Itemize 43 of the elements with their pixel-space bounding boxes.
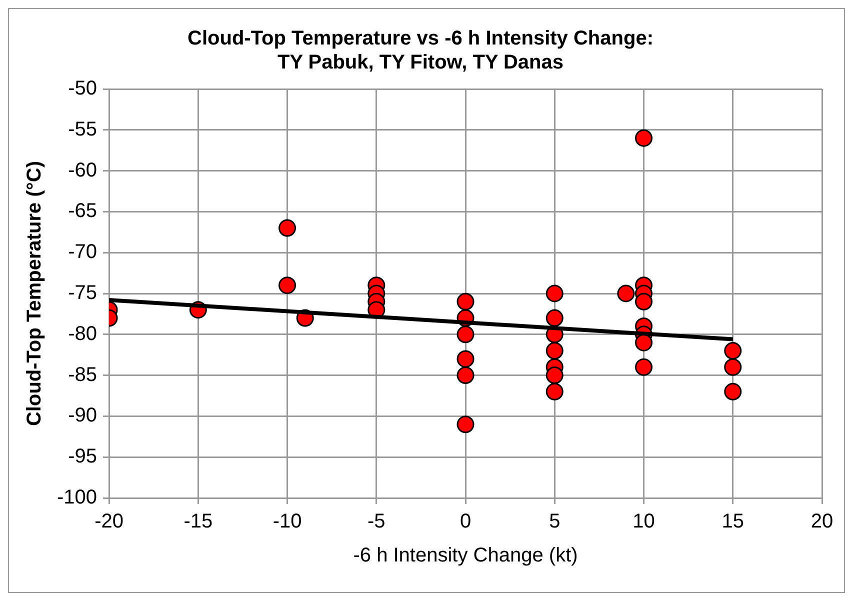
y-tick-label: -95 bbox=[68, 446, 98, 468]
point bbox=[278, 219, 296, 237]
x-tick-label: 0 bbox=[460, 510, 472, 533]
point bbox=[546, 284, 564, 302]
point bbox=[546, 309, 564, 327]
point bbox=[456, 350, 474, 368]
y-tick-label: -60 bbox=[68, 159, 98, 182]
y-axis-title: Cloud-Top Temperature (°C) bbox=[24, 160, 46, 426]
point bbox=[546, 342, 564, 360]
y-tick-label: -70 bbox=[68, 241, 98, 264]
point bbox=[456, 326, 474, 344]
x-tick-label: 15 bbox=[722, 510, 744, 533]
point bbox=[278, 276, 296, 294]
point bbox=[724, 382, 742, 400]
point bbox=[617, 284, 635, 302]
point bbox=[635, 292, 653, 310]
y-tick-label: -75 bbox=[68, 282, 98, 304]
y-tick-label: -50 bbox=[68, 78, 98, 100]
point bbox=[635, 129, 653, 147]
point bbox=[635, 334, 653, 352]
point bbox=[724, 358, 742, 376]
x-tick-label: -15 bbox=[184, 510, 213, 533]
x-tick-label: 10 bbox=[632, 510, 655, 533]
point bbox=[546, 366, 564, 384]
x-tick-label: -5 bbox=[367, 510, 386, 533]
point bbox=[546, 382, 564, 400]
x-axis-title: -6 h Intensity Change (kt) bbox=[353, 544, 578, 567]
y-tick-label: -85 bbox=[68, 364, 98, 386]
x-tick-label: 5 bbox=[549, 510, 560, 533]
x-tick-label: 20 bbox=[810, 510, 834, 533]
y-tick-label: -65 bbox=[68, 200, 98, 222]
y-tick-label: -55 bbox=[68, 118, 98, 140]
x-tick-label: -20 bbox=[94, 510, 124, 533]
point bbox=[456, 366, 474, 384]
y-tick-label: -100 bbox=[57, 486, 98, 509]
y-tick-label: -90 bbox=[68, 404, 98, 427]
y-tick-label: -80 bbox=[68, 322, 98, 345]
point bbox=[724, 342, 742, 360]
point bbox=[456, 292, 474, 310]
point bbox=[456, 416, 474, 434]
point bbox=[635, 358, 653, 376]
x-tick-label: -10 bbox=[272, 510, 302, 533]
chart-title: Cloud-Top Temperature vs -6 h Intensity Change: TY Pabuk, TY Fitow, TY Danas bbox=[188, 28, 654, 74]
